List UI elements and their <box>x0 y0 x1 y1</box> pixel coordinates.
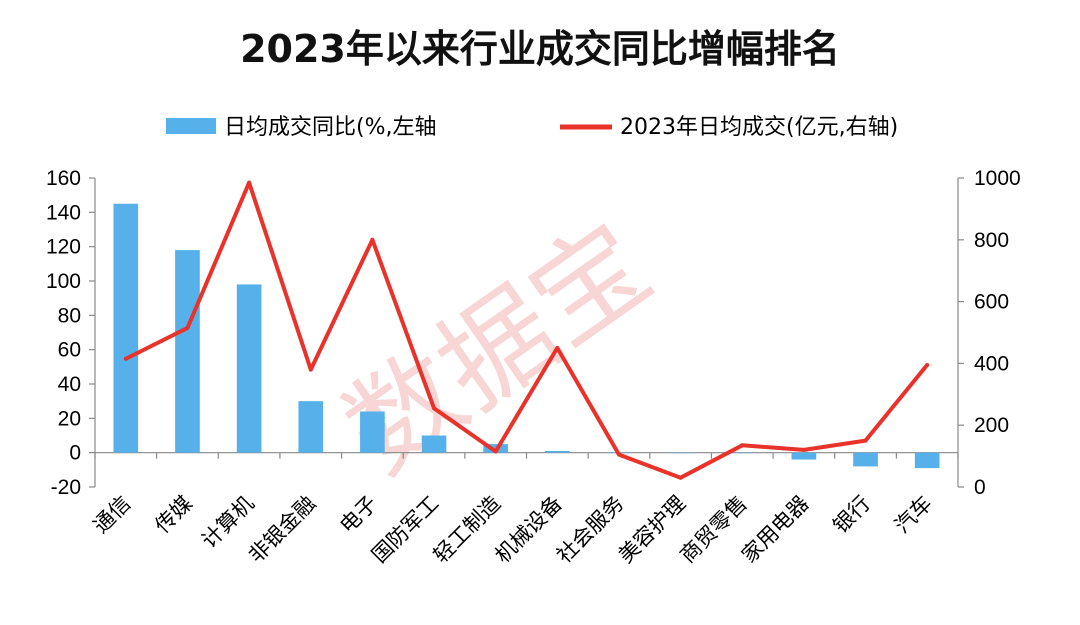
category-label: 商贸零售 <box>675 491 751 567</box>
left-tick-label: 60 <box>58 339 81 362</box>
category-label: 汽车 <box>890 491 937 538</box>
category-label: 家用电器 <box>737 491 813 567</box>
line-point <box>616 452 621 457</box>
right-tick-label: 1000 <box>974 167 1021 190</box>
line-point <box>370 237 375 242</box>
category-label: 美容护理 <box>614 491 690 567</box>
right-tick-label: 200 <box>974 414 1009 437</box>
line-point <box>308 367 313 372</box>
left-tick-label: 0 <box>69 442 81 465</box>
chart-title: 2023年以来行业成交同比增幅排名 <box>240 27 840 71</box>
category-label: 银行 <box>828 491 875 538</box>
right-tick-label: 400 <box>974 352 1009 375</box>
left-tick-label: -20 <box>51 476 81 499</box>
legend: 日均成交同比(%,左轴 2023年日均成交(亿元,右轴) <box>166 115 898 140</box>
bar <box>421 435 447 453</box>
bar <box>791 452 817 460</box>
line-point <box>801 447 806 452</box>
category-label: 国防军工 <box>367 491 443 567</box>
line-point <box>493 449 498 454</box>
category-label: 计算机 <box>197 491 259 553</box>
line-point <box>185 325 190 330</box>
legend-bar-label: 日均成交同比(%,左轴 <box>224 115 436 140</box>
line-point <box>678 475 683 480</box>
bar-series <box>113 203 940 469</box>
bar <box>668 452 693 454</box>
left-tick-label: 140 <box>46 201 81 224</box>
right-tick-label: 0 <box>974 476 986 499</box>
bar <box>175 250 200 453</box>
bar <box>298 401 324 453</box>
line-point <box>863 438 868 443</box>
right-tick-label: 600 <box>974 291 1009 314</box>
category-label: 非银金融 <box>244 491 320 567</box>
line-point <box>432 406 437 411</box>
category-label: 电子 <box>335 491 382 538</box>
left-tick-label: 100 <box>46 270 81 293</box>
line-point <box>925 362 930 367</box>
bar <box>729 452 755 454</box>
left-tick-label: 20 <box>58 407 81 430</box>
category-label: 通信 <box>89 491 136 538</box>
line-point <box>555 345 560 350</box>
bar <box>236 284 262 453</box>
category-label: 轻工制造 <box>429 491 505 567</box>
category-label: 机械设备 <box>490 491 566 567</box>
category-label: 传媒 <box>150 491 197 538</box>
bar <box>360 411 385 453</box>
legend-bar-swatch <box>166 118 216 134</box>
bar <box>544 450 570 453</box>
line-point <box>247 180 252 185</box>
line-series <box>123 180 930 480</box>
right-tick-label: 800 <box>974 229 1009 252</box>
bar <box>853 452 878 467</box>
bar <box>113 203 139 453</box>
left-tick-label: 40 <box>58 373 81 396</box>
legend-line-label: 2023年日均成交(亿元,右轴) <box>620 115 898 140</box>
axes: -20 0 20 40 60 80 100 120 140 160 0 200 400 600 800 100… <box>46 167 1021 499</box>
line-point <box>740 443 745 448</box>
left-tick-label: 120 <box>46 236 81 259</box>
left-tick-label: 160 <box>46 167 81 190</box>
line-path <box>124 180 929 480</box>
line-point <box>123 356 128 361</box>
category-label: 社会服务 <box>552 491 628 567</box>
bar <box>914 452 940 469</box>
left-tick-label: 80 <box>58 304 81 327</box>
